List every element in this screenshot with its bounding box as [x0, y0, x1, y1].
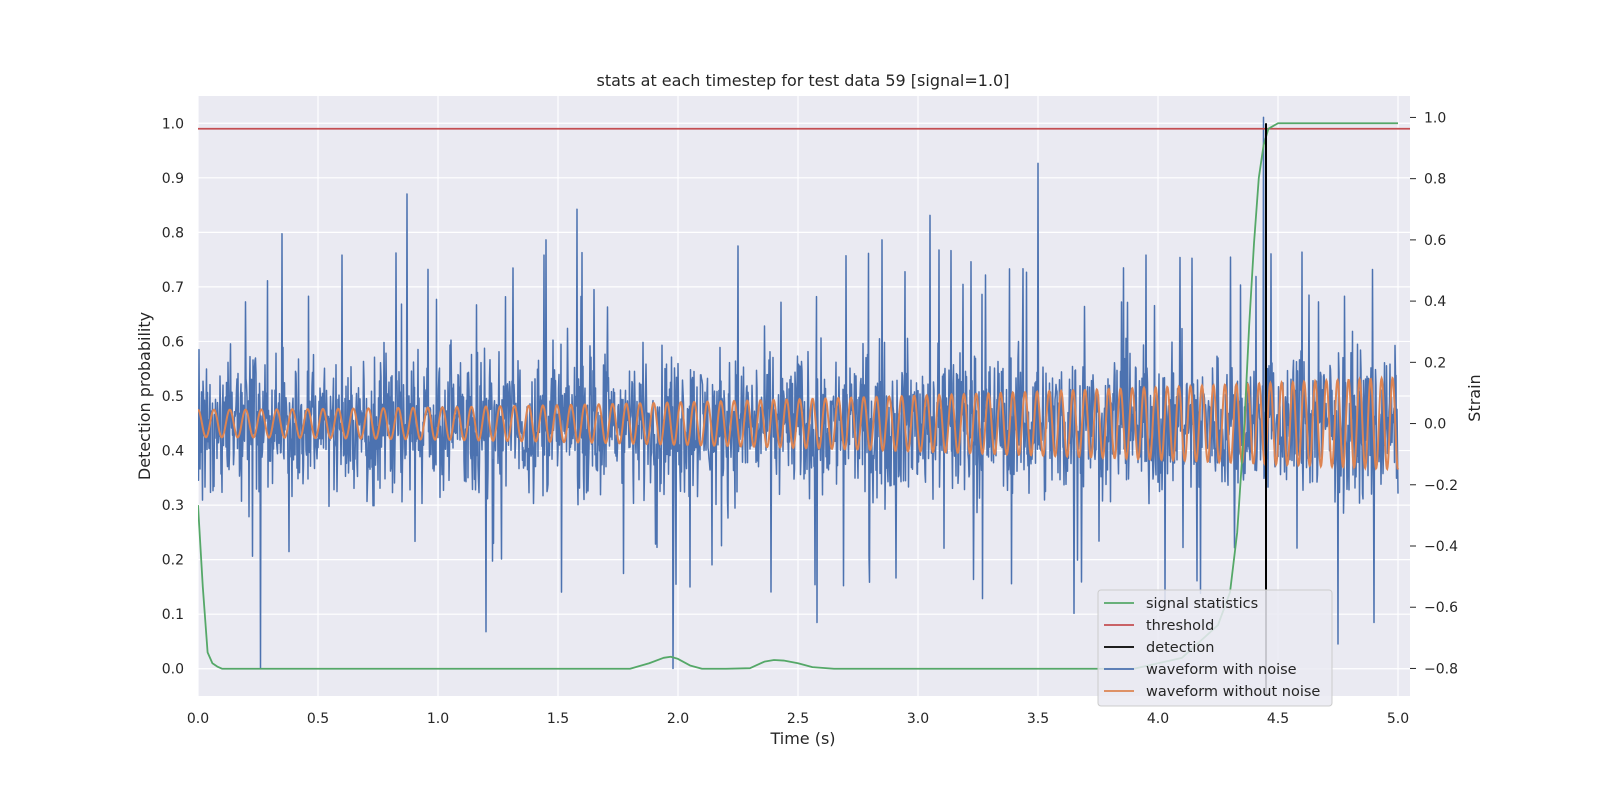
- legend-label-waveform-with-noise: waveform with noise: [1146, 662, 1297, 678]
- y-tick-label: 1.0: [162, 116, 184, 132]
- series-waveform-with-noise: [198, 116, 1399, 670]
- y2-tick-label: 0.2: [1424, 355, 1446, 371]
- y-tick-label: 0.3: [162, 498, 184, 514]
- y2-tick-label: 0.6: [1424, 233, 1446, 249]
- legend-frame: [1097, 589, 1333, 707]
- y2-axis-ticks: −0.8 −0.6 −0.4 −0.2 0.0 0.2 0.4 0.6 0.8 1.0: [1410, 110, 1458, 677]
- x-tick-label: 4.5: [1267, 711, 1289, 727]
- x-tick-label: 4.0: [1147, 711, 1169, 727]
- legend-label-threshold: threshold: [1146, 618, 1214, 634]
- x-tick-label: 1.0: [427, 711, 449, 727]
- y2-tick-label: −0.8: [1424, 661, 1458, 677]
- y-tick-label: 0.6: [162, 334, 184, 350]
- y-tick-label: 0.8: [162, 225, 184, 241]
- y-tick-label: 0.2: [162, 553, 184, 569]
- y-tick-label: 0.4: [162, 444, 184, 460]
- series-signal-statistics: [198, 122, 1398, 670]
- series-layer: [198, 116, 1410, 696]
- y2-tick-label: 0.8: [1424, 172, 1446, 188]
- y-tick-label: 0.9: [162, 171, 184, 187]
- y-tick-label: 0.5: [162, 389, 184, 405]
- x-tick-label: 0.0: [187, 711, 209, 727]
- legend-label-signal-statistics: signal statistics: [1146, 596, 1258, 612]
- y2-tick-label: 0.4: [1424, 294, 1446, 310]
- x-tick-label: 2.0: [667, 711, 689, 727]
- x-tick-label: 0.5: [307, 711, 329, 727]
- y-axis-ticks: 0.0 0.1 0.2 0.3 0.4 0.5 0.6 0.7 0.8 0.9 1.0: [162, 116, 184, 677]
- legend-label-detection: detection: [1146, 640, 1214, 656]
- y2-tick-label: 1.0: [1424, 110, 1446, 126]
- y2-tick-label: −0.6: [1424, 600, 1458, 616]
- series-waveform-without-noise: [198, 375, 1399, 472]
- y-tick-label: 0.1: [162, 607, 184, 623]
- y-axis-label: Detection probability: [135, 312, 154, 480]
- x-axis-ticks: 0.0 0.5 1.0 1.5 2.0 2.5 3.0 3.5 4.0 4.5 5.0: [187, 711, 1409, 727]
- y2-axis-label: Strain: [1465, 374, 1484, 421]
- x-tick-label: 3.5: [1027, 711, 1049, 727]
- y2-tick-label: −0.2: [1424, 478, 1458, 494]
- legend-label-waveform-without-noise: waveform without noise: [1146, 684, 1320, 700]
- y2-tick-label: −0.4: [1424, 539, 1458, 555]
- y-tick-label: 0.7: [162, 280, 184, 296]
- x-tick-label: 3.0: [907, 711, 929, 727]
- x-tick-label: 1.5: [547, 711, 569, 727]
- x-axis-label: Time (s): [769, 729, 835, 748]
- x-tick-label: 2.5: [787, 711, 809, 727]
- legend: signal statistics threshold detection wa…: [1097, 589, 1333, 707]
- y-tick-label: 0.0: [162, 662, 184, 678]
- chart-title: stats at each timestep for test data 59 …: [597, 71, 1010, 90]
- x-tick-label: 5.0: [1387, 711, 1409, 727]
- y2-tick-label: 0.0: [1424, 417, 1446, 433]
